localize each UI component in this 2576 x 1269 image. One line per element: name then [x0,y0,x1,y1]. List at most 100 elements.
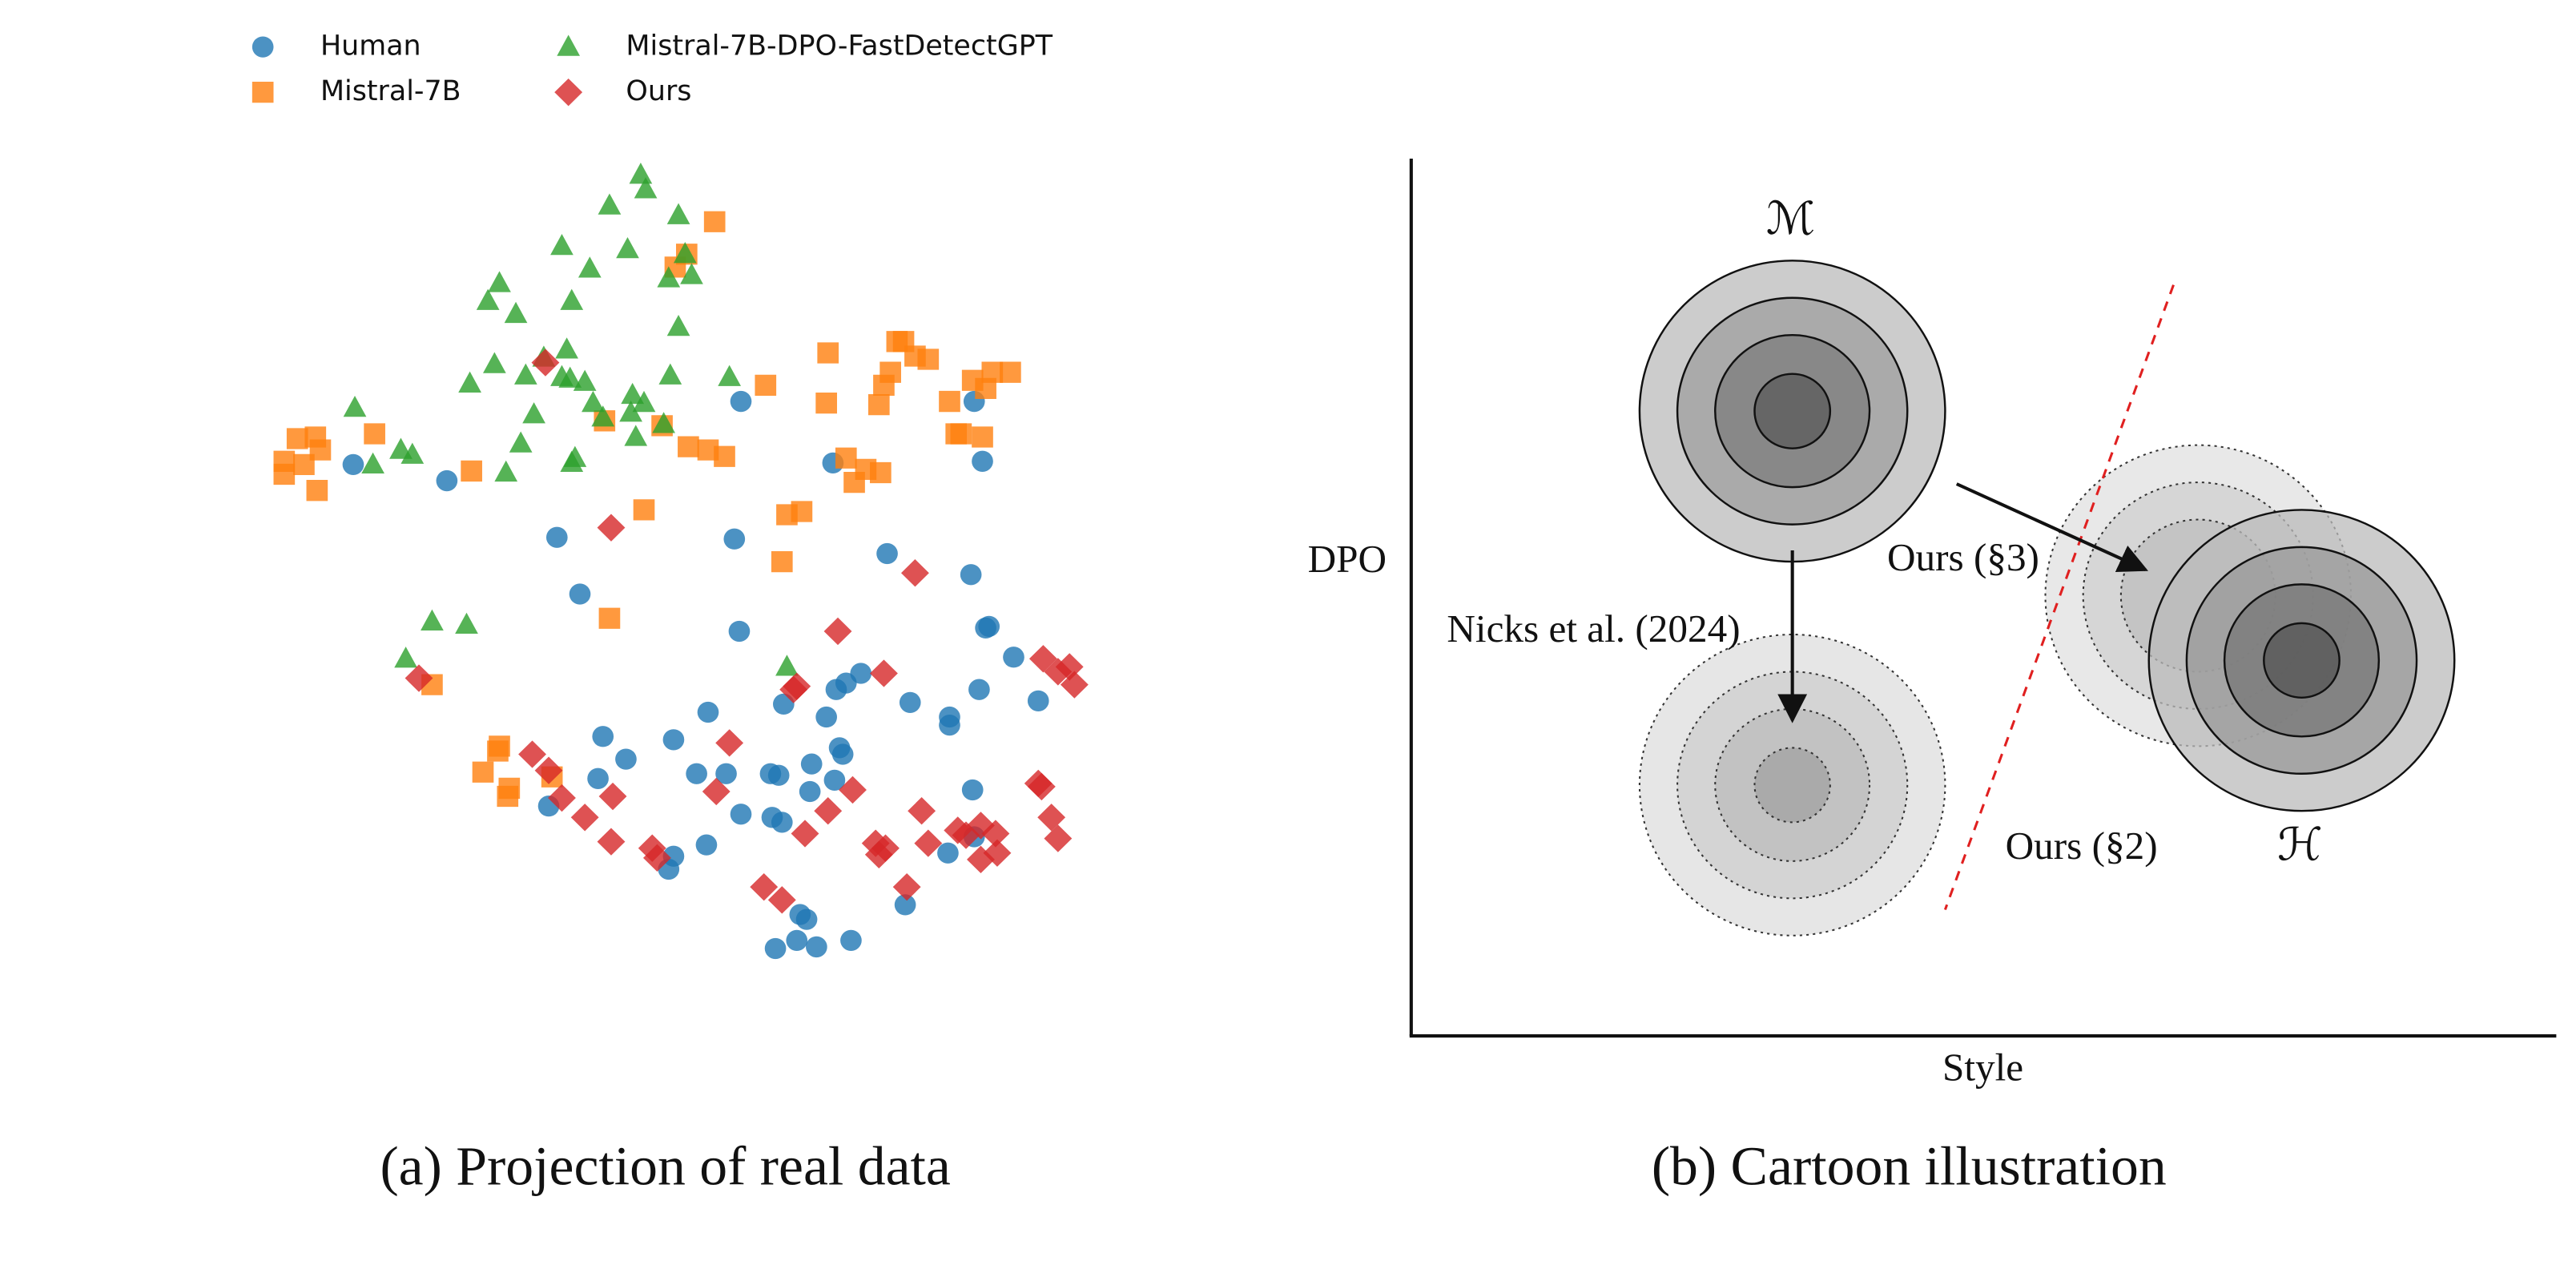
point [662,729,685,751]
point [1003,647,1024,668]
point [961,779,984,801]
point [421,609,444,630]
point [592,726,614,747]
point [767,764,790,786]
annotation: ℋ [2277,820,2323,871]
series [405,348,1089,914]
point [666,203,690,224]
point [455,612,478,634]
point [621,382,644,405]
point [632,390,656,413]
series [273,211,1021,808]
point [361,452,384,473]
point [728,620,751,643]
series [343,163,799,676]
point [394,647,417,668]
point [817,342,839,364]
point [835,447,857,469]
point [658,363,682,385]
point [461,460,482,482]
machine-distribution [1638,260,1946,563]
illustration-art [1409,158,2557,1038]
annotation: Nicks et al. (2024) [1447,606,1740,651]
point [939,390,960,413]
point [364,423,385,445]
point [309,439,332,461]
point [761,807,783,828]
point [686,763,707,784]
point [867,393,890,416]
point [730,390,752,413]
point [771,550,793,573]
point [494,460,518,482]
point [633,499,655,521]
point [825,679,847,700]
point [518,740,546,768]
point [597,514,626,542]
point [342,453,364,475]
point [939,715,960,736]
point [578,256,602,278]
point [1027,690,1049,711]
point [779,675,808,703]
point [1037,804,1066,832]
point [714,445,735,467]
point [343,395,367,417]
point [293,453,315,475]
decision-boundary [1943,284,2175,910]
shifted-distribution [1638,633,1946,937]
x-axis-label: Style [1942,1045,2023,1090]
point [497,785,519,808]
point [839,776,867,804]
point [730,804,752,825]
point [273,463,296,485]
point [823,769,846,791]
point [876,542,898,565]
point [657,266,681,288]
point [504,301,528,324]
annotation: ℳ [1766,194,1815,244]
point [937,842,959,864]
point [629,163,653,184]
point [723,528,746,550]
point [715,729,744,757]
legend-label: Ours [626,75,691,107]
point [786,929,808,951]
point [972,450,993,472]
point [487,740,509,762]
point [983,839,1012,867]
point [1044,824,1073,852]
point [582,390,605,413]
point [678,436,699,457]
point [894,894,916,916]
point [908,797,936,825]
point [840,929,862,951]
point [972,426,993,448]
point [598,193,622,215]
point [795,908,818,930]
point [619,401,642,422]
point [436,469,458,492]
point [900,559,929,587]
point [550,233,574,256]
legend-marker [252,36,274,58]
point [702,777,731,806]
point [534,756,563,784]
point [634,177,658,199]
legend-label: Mistral-7B-DPO-FastDetectGPT [626,30,1053,62]
point [791,820,819,848]
point [555,337,578,359]
point [950,423,972,445]
point [472,761,494,783]
point [673,242,697,264]
point [570,804,599,832]
annotation: Ours (§3) [1887,536,2039,580]
point [616,236,639,259]
point [775,655,799,676]
point [814,797,843,825]
point [870,461,892,484]
annotation: Ours (§2) [2006,824,2158,868]
caption: (b) Cartoon illustration [1652,1135,2167,1196]
point [513,363,537,385]
